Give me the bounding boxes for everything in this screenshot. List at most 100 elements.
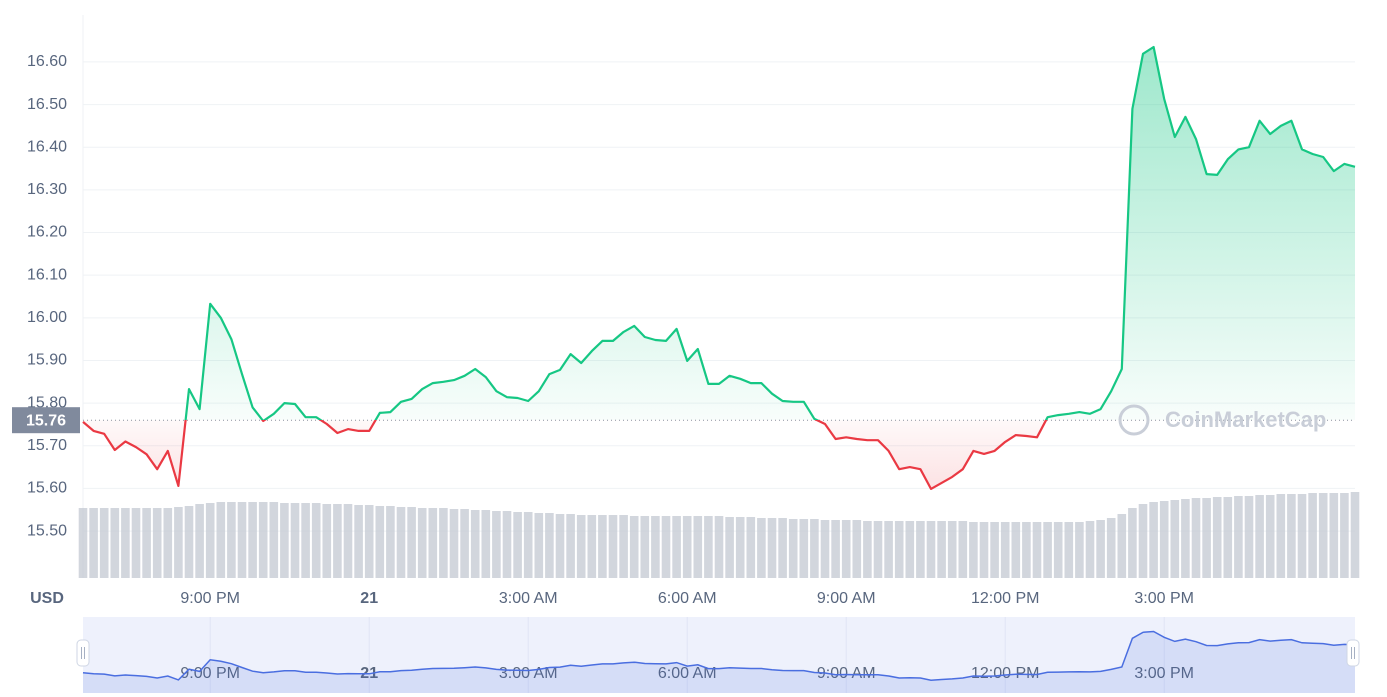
volume-bar — [354, 505, 363, 578]
volume-bar — [1244, 496, 1254, 578]
volume-bar — [417, 508, 427, 578]
volume-bar — [492, 511, 501, 578]
volume-bar — [1053, 522, 1063, 578]
volume-bar — [216, 502, 226, 578]
volume-bar — [142, 508, 151, 578]
volume-bar — [905, 521, 915, 578]
baseline-label: 15.76 — [26, 412, 66, 429]
x-tick-label: 3:00 PM — [1134, 590, 1194, 607]
volume-bar — [481, 510, 491, 578]
volume-bar — [1318, 493, 1328, 578]
volume-bar — [990, 522, 999, 578]
volume-bar — [163, 508, 173, 578]
navigator-tick-label: 3:00 PM — [1134, 665, 1194, 682]
volume-bar — [672, 516, 681, 578]
volume-bar — [523, 512, 533, 578]
y-tick-label: 15.90 — [27, 352, 67, 369]
volume-bar — [502, 511, 512, 578]
y-tick-label: 16.00 — [27, 309, 67, 326]
watermark-logo — [1118, 404, 1150, 436]
volume-bar — [227, 502, 236, 578]
navigator-handle — [76, 639, 90, 667]
volume-bar — [714, 516, 724, 578]
y-tick-label: 16.50 — [27, 96, 67, 113]
volume-bar — [1106, 518, 1116, 578]
volume-bar — [1000, 522, 1010, 578]
volume-bar — [757, 518, 766, 578]
volume-bar — [1308, 493, 1317, 578]
y-tick-label: 15.70 — [27, 437, 67, 454]
volume-bar — [280, 503, 289, 578]
volume-bar — [873, 521, 883, 578]
volume-bar — [693, 516, 703, 578]
watermark: CoinMarketCap — [1165, 407, 1326, 432]
volume-bar — [841, 520, 851, 578]
volume-bar — [810, 519, 819, 578]
volume-bar — [566, 514, 575, 578]
volume-bar — [184, 506, 194, 578]
volume-bar — [290, 503, 300, 578]
navigator-tick-label: 9:00 PM — [180, 665, 240, 682]
volume-bar — [1022, 522, 1031, 578]
volume-bar — [725, 517, 734, 578]
y-tick-label: 15.50 — [27, 522, 67, 539]
y-tick-label: 16.60 — [27, 53, 67, 70]
volume-bar — [89, 508, 98, 578]
volume-bar — [1297, 494, 1307, 578]
volume-bar — [269, 502, 279, 578]
price-area — [83, 47, 1355, 489]
volume-bar — [174, 507, 183, 578]
volume-bar — [937, 521, 946, 578]
y-unit: USD — [30, 590, 64, 607]
navigator-area — [83, 631, 1355, 693]
volume-bar — [1350, 492, 1360, 578]
volume-bar — [407, 507, 416, 578]
volume-bar — [396, 507, 406, 578]
volume-bar — [311, 503, 321, 578]
y-tick-label: 16.20 — [27, 224, 67, 241]
volume-bar — [1043, 522, 1052, 578]
volume-bar — [704, 516, 713, 578]
y-tick-label: 15.60 — [27, 480, 67, 497]
volume-bar — [619, 515, 628, 578]
volume-bar — [926, 521, 936, 578]
volume-bar — [651, 516, 660, 578]
volume-bar — [661, 516, 671, 578]
y-tick-label: 16.10 — [27, 266, 67, 283]
volume-bar — [1234, 496, 1243, 578]
volume-bar — [1287, 494, 1296, 578]
volume-bar — [799, 519, 809, 578]
volume-bar — [640, 516, 650, 578]
volume-bar — [258, 502, 268, 578]
volume-bar — [576, 515, 586, 578]
volume-bar — [1212, 497, 1222, 578]
volume-bar — [449, 509, 459, 578]
volume-bar — [333, 504, 342, 578]
volume-bar — [947, 521, 957, 578]
volume-bar — [545, 513, 554, 578]
volume-bar — [598, 515, 607, 578]
volume-bar — [343, 504, 353, 578]
price-line — [82, 45, 1356, 490]
volume-bar — [152, 508, 162, 578]
volume-bar — [99, 508, 109, 578]
navigator-line — [82, 630, 1356, 681]
volume-bar — [470, 510, 480, 578]
volume-bar — [460, 509, 469, 578]
volume-bar — [1181, 499, 1190, 578]
volume-bar — [1096, 520, 1105, 578]
volume-bar — [682, 516, 692, 578]
volume-bar — [1265, 495, 1275, 578]
volume-bar — [863, 521, 872, 578]
volume-bar — [1276, 494, 1286, 578]
volume-bar — [820, 520, 830, 578]
volume-bar — [969, 522, 978, 578]
volume-bar — [979, 522, 989, 578]
volume-bar — [587, 515, 597, 578]
volume-bar — [205, 503, 215, 578]
navigator-tick-label: 6:00 AM — [658, 665, 717, 682]
volume-bar — [1128, 508, 1137, 578]
x-tick-label: 3:00 AM — [499, 590, 558, 607]
volume-bar — [1064, 522, 1074, 578]
